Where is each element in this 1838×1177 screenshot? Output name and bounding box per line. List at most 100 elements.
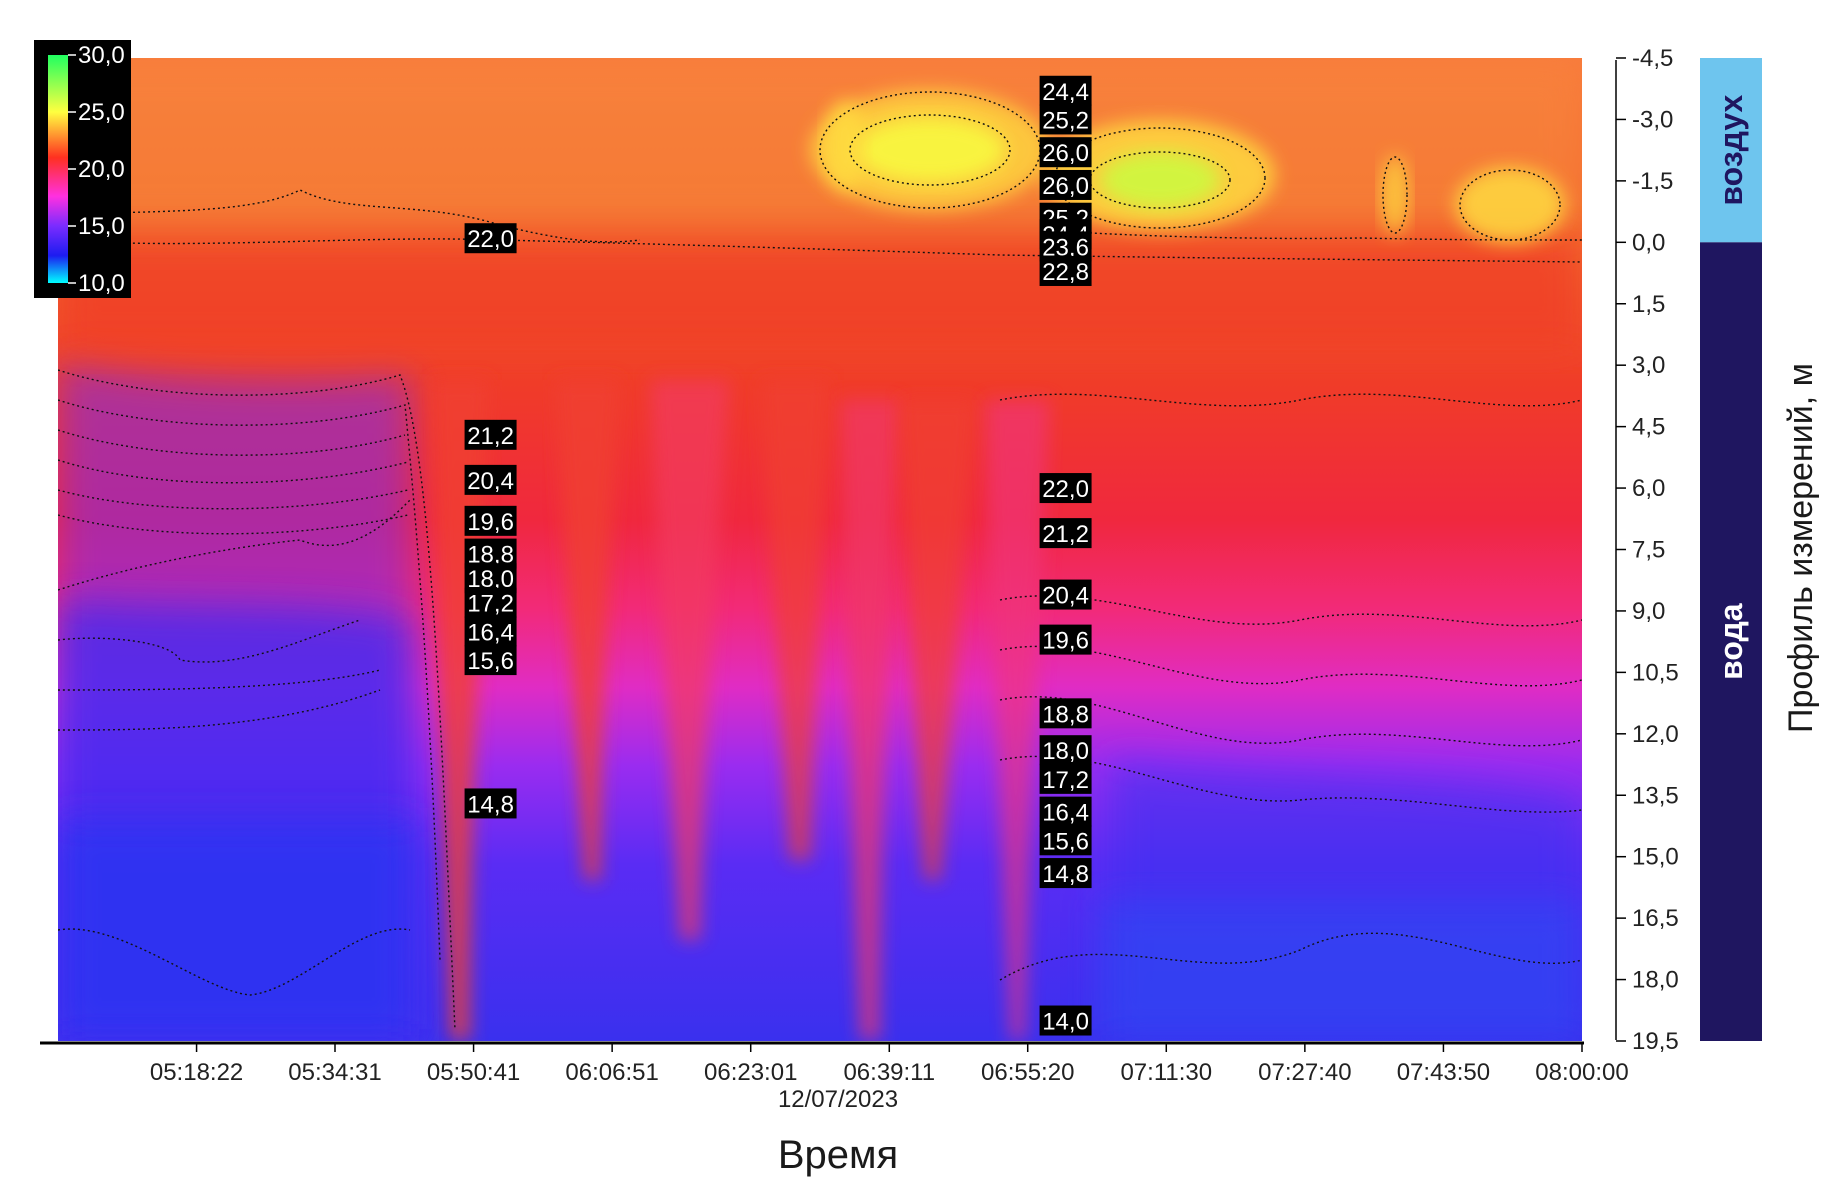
- colorbar-tick-label: 30,0: [78, 42, 125, 69]
- contour-label-box: [1039, 104, 1092, 135]
- x-tick-label: 08:00:00: [1535, 1059, 1628, 1086]
- contour-line: [1049, 229, 1582, 241]
- x-tick-label: 07:43:50: [1397, 1059, 1490, 1086]
- colorbar-tick-label: 25,0: [78, 99, 125, 126]
- contour-line: [999, 932, 1582, 981]
- colorbar-tick-label: 15,0: [78, 213, 125, 240]
- contour-label-text: 26,0: [1042, 173, 1089, 200]
- contour-label-box: [1039, 473, 1092, 504]
- contour-line: [58, 689, 381, 731]
- contour-label: 16,4: [1039, 796, 1092, 827]
- contour-label: 17,2: [464, 587, 517, 618]
- contour-label-box: [464, 505, 517, 536]
- zone-block: [1700, 242, 1762, 1041]
- contour-label: 21,2: [464, 419, 517, 450]
- contour-label: 15,6: [1039, 825, 1092, 856]
- contour-label-box: [1039, 579, 1092, 610]
- contour-label: 24,4: [1039, 75, 1092, 106]
- x-date-label: 12/07/2023: [778, 1086, 898, 1113]
- contour-label: 22,0: [1039, 473, 1092, 504]
- y-tick-label: -1,5: [1632, 168, 1673, 195]
- x-tick-label: 07:11:30: [1120, 1059, 1212, 1086]
- contour-label-box: [1039, 75, 1092, 106]
- contour-label-text: 15,6: [1042, 828, 1089, 855]
- x-tick-label: 06:06:51: [565, 1059, 658, 1086]
- contour-label: 19,6: [464, 505, 517, 536]
- zone-band: воздух вода: [1700, 58, 1762, 1041]
- x-tick-label: 05:50:41: [427, 1059, 520, 1086]
- y-tick-label: 1,5: [1632, 291, 1665, 318]
- contour-label-box: [1039, 735, 1092, 766]
- contour-line: [58, 399, 441, 961]
- heatmap-field: [58, 58, 1582, 1041]
- contour-label-text: 21,2: [467, 423, 514, 450]
- contour-label: 19,6: [1039, 624, 1092, 655]
- contour-label-text: 22,0: [1042, 476, 1089, 503]
- contour-label-box: [464, 464, 517, 495]
- contour-label-text: 17,2: [1042, 767, 1089, 794]
- contour-label: 26,0: [1039, 137, 1092, 168]
- contour-label: 22,8: [1039, 255, 1092, 286]
- y-tick-label: 12,0: [1632, 721, 1679, 748]
- contour-label-box: [1039, 255, 1092, 286]
- contour-label: 22,0: [464, 223, 517, 254]
- contour-label-box: [1039, 858, 1092, 889]
- contour-label-box: [1039, 624, 1092, 655]
- contour-label: 18,8: [1039, 698, 1092, 729]
- contour-label-text: 15,6: [467, 648, 514, 675]
- contour-label-box: [1039, 763, 1092, 794]
- zone-block: [1700, 58, 1762, 243]
- contour-label: 21,2: [1039, 518, 1092, 549]
- contour-label-text: 25,2: [1042, 107, 1089, 134]
- contour-label-text: 20,4: [467, 468, 514, 495]
- zone-label: воздух: [1713, 94, 1749, 205]
- y-tick-label: 4,5: [1632, 414, 1665, 441]
- contour-label-box: [1039, 1005, 1092, 1036]
- x-axis-title: Время: [778, 1133, 898, 1177]
- contour-label-text: 18,0: [1042, 738, 1089, 765]
- contour-line: [849, 114, 1011, 186]
- contour-label-text: 20,4: [1042, 583, 1089, 610]
- contour-label-box: [1039, 796, 1092, 827]
- contour-label: 26,0: [1039, 169, 1092, 200]
- contour-line: [58, 459, 409, 484]
- x-tick-label: 05:34:31: [288, 1059, 381, 1086]
- colorbar-legend: 30,0 25,0 20,0 15,0 10,0: [34, 40, 131, 298]
- contour-label-box: [464, 645, 517, 676]
- contour-line: [58, 669, 381, 691]
- y-axis-title: Профиль измерений, м: [1782, 363, 1820, 733]
- contour-line: [999, 645, 1582, 687]
- contour-label-text: 22,8: [1042, 259, 1089, 286]
- contour-line: [1382, 156, 1408, 234]
- contour-label-text: 22,0: [467, 226, 514, 253]
- contour-label-box: [464, 223, 517, 254]
- contour-label-box: [1039, 137, 1092, 168]
- x-tick-label: 05:18:22: [150, 1059, 243, 1086]
- contour-label-box: [464, 419, 517, 450]
- y-tick-label: 0,0: [1632, 229, 1665, 256]
- contour-label-text: 19,6: [1042, 628, 1089, 655]
- contour-line: [58, 489, 409, 510]
- contour-label: 17,2: [1039, 763, 1092, 794]
- contour-line: [1459, 169, 1561, 241]
- y-tick-label: 10,5: [1632, 659, 1679, 686]
- contour-label: 15,6: [464, 645, 517, 676]
- contour-label: 20,4: [464, 464, 517, 495]
- y-tick-label: 7,5: [1632, 537, 1665, 564]
- y-tick-label: 3,0: [1632, 352, 1665, 379]
- y-tick-label: 15,0: [1632, 844, 1679, 871]
- contour-label-box: [464, 587, 517, 618]
- contour-label-text: 14,0: [1042, 1009, 1089, 1036]
- x-tick-label: 06:23:01: [704, 1059, 797, 1086]
- contour-label-text: 24,4: [1042, 79, 1089, 106]
- contour-label-box: [464, 788, 517, 819]
- contour-label-text: 16,4: [1042, 800, 1089, 827]
- contour-label-box: [1039, 825, 1092, 856]
- contour-label-box: [1039, 518, 1092, 549]
- contour-label-text: 19,6: [467, 509, 514, 536]
- contour-label-text: 17,2: [467, 591, 514, 618]
- y-tick-label: -3,0: [1632, 106, 1673, 133]
- contour-label-box: [1039, 169, 1092, 200]
- contour-label-text: 14,8: [467, 791, 514, 818]
- contour-line: [58, 928, 411, 996]
